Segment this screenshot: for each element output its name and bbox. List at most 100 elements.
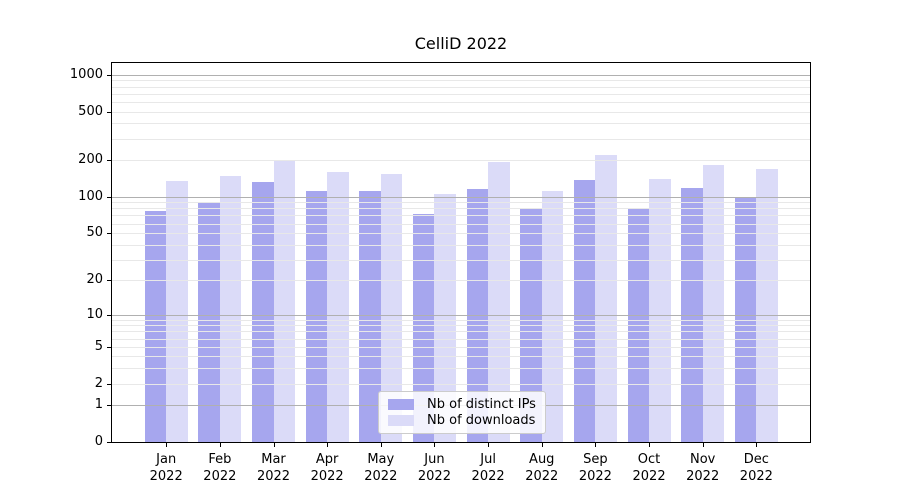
bar-downloads-jun — [434, 194, 456, 442]
x-tick-year: 2022 — [578, 469, 612, 484]
legend-label-distinct-ips: Nb of distinct IPs — [427, 396, 536, 412]
bar-distinct-ips-feb — [198, 201, 220, 442]
gridline-minor-900 — [112, 80, 810, 82]
x-tick-aug — [541, 443, 543, 447]
x-tick-month: Dec — [743, 452, 769, 467]
x-tick-month: Apr — [315, 452, 339, 467]
x-tick-year: 2022 — [256, 469, 291, 484]
gridline-minor-700 — [112, 93, 810, 95]
gridline-minor-60 — [112, 223, 810, 225]
bar-downloads-aug — [541, 191, 564, 442]
x-tick-label-dec: Dec 2022 — [725, 451, 787, 485]
y-tick-label-200: 200 — [78, 152, 103, 168]
x-tick-month: Jan — [156, 452, 177, 467]
x-tick-month: Nov — [690, 452, 716, 467]
plot-area — [111, 62, 811, 443]
x-tick-year: 2022 — [471, 469, 505, 484]
bar-distinct-ips-dec — [734, 196, 757, 442]
bar-distinct-ips-sep — [573, 179, 596, 442]
gridline-minor-9 — [112, 319, 810, 321]
y-tick-label-500: 500 — [78, 103, 103, 119]
gridline-major-10 — [112, 314, 810, 316]
bar-distinct-ips-mar — [252, 181, 274, 442]
gridline-minor-800 — [112, 86, 810, 88]
x-tick-year: 2022 — [632, 469, 666, 484]
bar-distinct-ips-jun — [412, 214, 435, 442]
gridline-minor-600 — [112, 101, 810, 103]
chart-title: CelliD 2022 — [414, 34, 508, 53]
x-tick-label-apr: Apr 2022 — [296, 451, 358, 485]
y-tick-1000 — [107, 74, 111, 76]
x-tick-label-aug: Aug 2022 — [511, 451, 573, 485]
bar-downloads-nov — [702, 165, 725, 442]
legend-item-downloads: Nb of downloads — [388, 413, 536, 428]
y-tick-2 — [107, 383, 111, 385]
x-tick-month: Oct — [637, 452, 661, 467]
bar-distinct-ips-oct — [627, 207, 650, 442]
gridline-minor-20 — [112, 280, 810, 282]
x-tick-dec — [756, 443, 758, 447]
y-tick-5 — [107, 346, 111, 348]
bar-distinct-ips-may — [359, 191, 381, 442]
x-tick-year: 2022 — [686, 469, 720, 484]
x-tick-label-feb: Feb 2022 — [189, 451, 251, 485]
x-tick-year: 2022 — [149, 469, 183, 484]
bar-downloads-oct — [649, 179, 671, 442]
legend-swatch-downloads-icon — [388, 415, 414, 427]
x-tick-jan — [166, 443, 168, 447]
x-tick-label-sep: Sep 2022 — [564, 451, 626, 485]
gridline-minor-40 — [112, 244, 810, 246]
gridline-minor-4 — [112, 356, 810, 358]
x-tick-sep — [595, 443, 597, 447]
x-tick-label-jun: Jun 2022 — [403, 451, 465, 485]
bar-downloads-jul — [488, 161, 510, 442]
y-tick-label-20: 20 — [86, 272, 103, 288]
x-tick-label-jul: Jul 2022 — [457, 451, 519, 485]
x-tick-month: Jun — [424, 452, 445, 467]
x-tick-label-oct: Oct 2022 — [618, 451, 680, 485]
y-tick-label-100: 100 — [78, 188, 103, 204]
y-tick-1 — [107, 405, 111, 407]
x-tick-month: Aug — [529, 452, 555, 467]
x-tick-year: 2022 — [364, 469, 398, 484]
x-tick-year: 2022 — [310, 469, 344, 484]
bar-downloads-may — [380, 173, 403, 442]
legend: Nb of distinct IPs Nb of downloads — [378, 391, 546, 434]
bar-downloads-apr — [327, 172, 349, 442]
gridline-minor-8 — [112, 325, 810, 327]
y-tick-0 — [107, 442, 111, 443]
gridline-minor-400 — [112, 123, 810, 125]
x-tick-month: May — [367, 452, 395, 467]
y-tick-20 — [107, 280, 111, 282]
y-tick-100 — [107, 196, 111, 198]
bar-distinct-ips-jan — [144, 211, 167, 442]
bar-downloads-mar — [273, 161, 295, 442]
x-tick-year: 2022 — [739, 469, 773, 484]
legend-item-distinct-ips: Nb of distinct IPs — [388, 397, 536, 412]
x-tick-year: 2022 — [417, 469, 451, 484]
x-tick-label-jan: Jan 2022 — [135, 451, 197, 485]
x-tick-jun — [434, 443, 436, 447]
bar-downloads-sep — [595, 154, 617, 442]
gridline-minor-80 — [112, 208, 810, 210]
gridline-minor-200 — [112, 160, 810, 162]
x-tick-may — [380, 443, 382, 447]
x-tick-apr — [327, 443, 329, 447]
x-tick-month: Jul — [480, 452, 496, 467]
y-tick-label-50: 50 — [86, 225, 103, 241]
x-tick-feb — [219, 443, 221, 447]
y-tick-500 — [107, 111, 111, 113]
y-tick-label-1000: 1000 — [69, 66, 103, 82]
x-tick-label-nov: Nov 2022 — [672, 451, 734, 485]
bar-distinct-ips-apr — [305, 191, 328, 442]
legend-label-downloads: Nb of downloads — [427, 413, 536, 429]
gridline-minor-50 — [112, 233, 810, 235]
x-tick-month: Mar — [261, 452, 286, 467]
x-tick-oct — [649, 443, 651, 447]
gridline-minor-5 — [112, 346, 810, 348]
x-tick-year: 2022 — [525, 469, 559, 484]
legend-swatch-distinct-ips-icon — [388, 398, 414, 410]
y-tick-label-1: 1 — [94, 397, 103, 413]
y-tick-label-10: 10 — [86, 306, 103, 322]
x-tick-nov — [702, 443, 704, 447]
